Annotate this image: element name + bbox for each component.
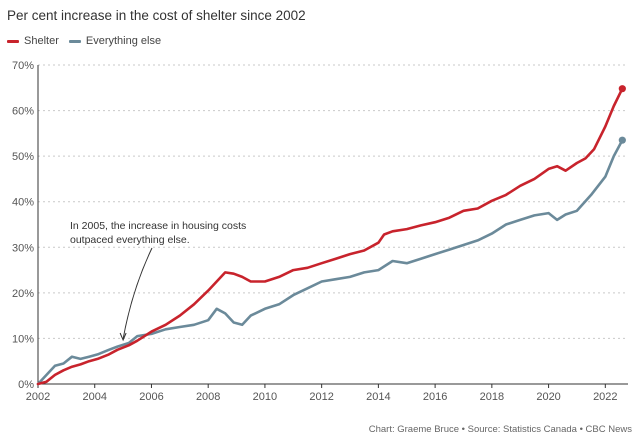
legend-swatch-shelter — [7, 39, 19, 43]
y-tick-label: 70% — [12, 60, 34, 72]
x-tick-label: 2014 — [366, 391, 390, 403]
y-tick-label: 40% — [12, 197, 34, 209]
x-tick-label: 2010 — [253, 391, 277, 403]
x-tick-label: 2002 — [26, 391, 50, 403]
x-tick-label: 2006 — [139, 391, 163, 403]
x-tick-label: 2016 — [423, 391, 447, 403]
legend-item-shelter: Shelter — [7, 35, 59, 47]
y-tick-label: 30% — [12, 242, 34, 254]
legend-swatch-everything-else — [68, 39, 81, 43]
legend-label-shelter: Shelter — [24, 35, 59, 47]
chart-title: Per cent increase in the cost of shelter… — [7, 8, 306, 23]
legend-label-everything-else: Everything else — [85, 35, 162, 47]
annotation-arrow — [122, 247, 153, 340]
x-tick-label: 2008 — [196, 391, 220, 403]
x-tick-label: 2022 — [593, 391, 617, 403]
y-tick-label: 20% — [12, 288, 34, 300]
y-tick-label: 0% — [18, 379, 34, 391]
series-endpoint-shelter — [618, 85, 626, 93]
annotation-arrowhead — [119, 332, 127, 342]
legend: Shelter Everything else — [7, 35, 171, 47]
y-tick-label: 50% — [12, 151, 34, 163]
x-tick-label: 2012 — [309, 391, 333, 403]
y-tick-label: 60% — [12, 106, 34, 118]
x-tick-label: 2020 — [536, 391, 560, 403]
legend-item-everything-else: Everything else — [68, 35, 162, 47]
series-endpoint-everything-else — [618, 136, 626, 144]
series-line-shelter — [36, 87, 624, 386]
x-tick-label: 2004 — [82, 391, 106, 403]
y-tick-label: 10% — [12, 333, 34, 345]
x-tick-label: 2018 — [480, 391, 504, 403]
annotation-text-line1: In 2005, the increase in housing costs — [70, 220, 246, 232]
annotation-text-line2: outpaced everything else. — [70, 234, 190, 246]
series-line-everything-else — [36, 138, 624, 386]
chart-credit: Chart: Graeme Bruce • Source: Statistics… — [368, 424, 632, 435]
